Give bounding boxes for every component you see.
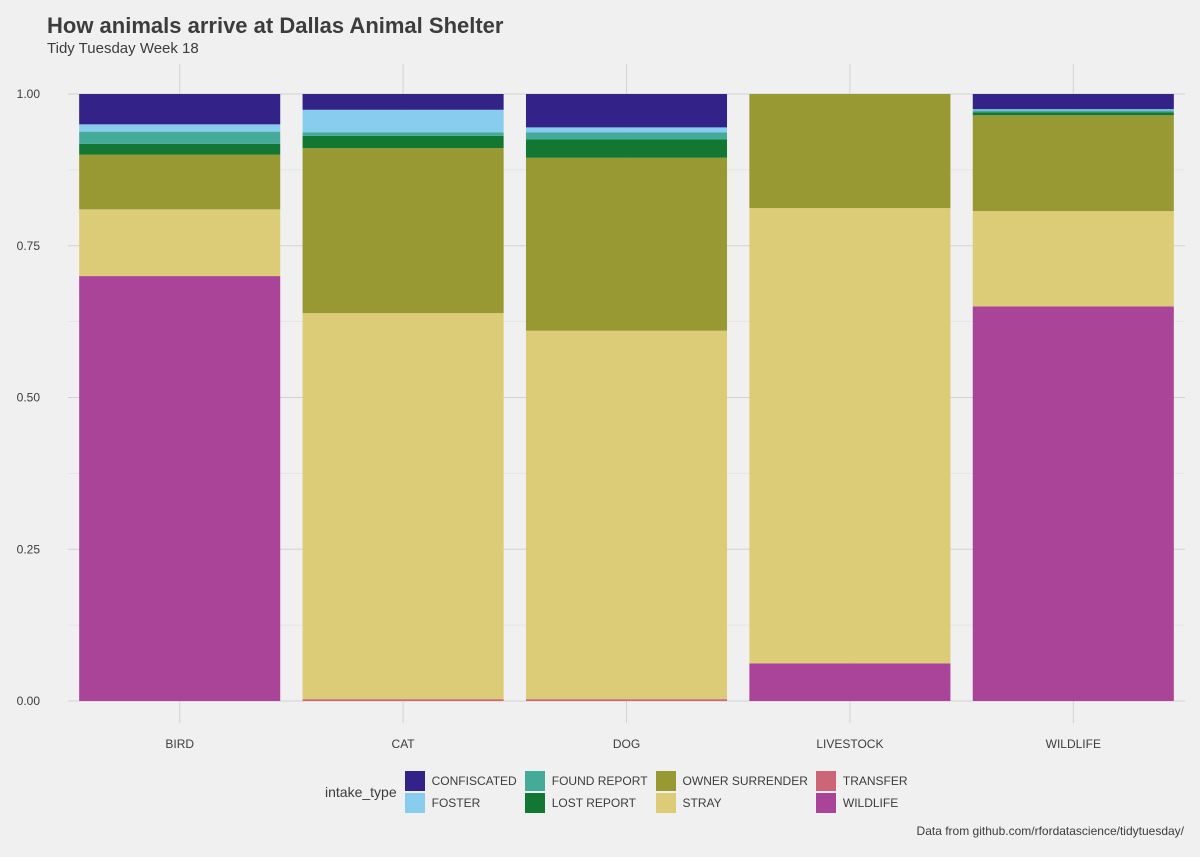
bar-segment-wildlife-wildlife — [972, 306, 1174, 701]
bar-segment-wildlife-lost-report — [972, 112, 1174, 116]
x-tick-label: LIVESTOCK — [816, 737, 883, 751]
bar-segment-cat-confiscated — [302, 94, 504, 110]
bar-segment-dog-confiscated — [525, 94, 728, 128]
chart-title: How animals arrive at Dallas Animal Shel… — [47, 13, 504, 38]
bar-segment-bird-confiscated — [79, 94, 281, 125]
bar-segment-bird-wildlife — [79, 276, 281, 701]
bar-segment-dog-foster — [525, 127, 728, 133]
data-source-caption: Data from github.com/rfordatascience/tid… — [916, 824, 1184, 838]
legend-item: FOSTER — [404, 793, 517, 813]
bar-segment-wildlife-confiscated — [972, 94, 1174, 110]
legend-label: OWNER SURRENDER — [682, 774, 808, 788]
bar-stacks — [79, 94, 1174, 701]
bar-segment-cat-stray — [302, 313, 504, 700]
bar-segment-bird-foster — [79, 124, 281, 132]
legend-swatch — [815, 793, 836, 813]
bar-segment-dog-owner-surrender — [525, 157, 728, 331]
bar-segment-wildlife-owner-surrender — [972, 115, 1174, 212]
bar-segment-bird-stray — [79, 209, 281, 277]
legend-label: FOSTER — [431, 796, 481, 810]
legend-label: LOST REPORT — [551, 796, 636, 810]
x-tick-label: CAT — [392, 737, 416, 751]
legend-swatch — [815, 771, 836, 791]
stacked-bar-chart: 0.00 0.25 0.50 0.75 1.00 BIRD CAT DOG LIVESTOCK W… — [17, 64, 1185, 751]
bar-segment-dog-stray — [525, 330, 728, 700]
x-tick-label: BIRD — [165, 737, 194, 751]
legend-entries: CONFISCATED FOSTER FOUND REPORT LOST REPORT… — [404, 771, 908, 813]
legend-item: STRAY — [655, 793, 808, 813]
legend-item: LOST REPORT — [524, 793, 648, 813]
bar-segment-dog-transfer — [525, 699, 728, 701]
x-tick-label: WILDLIFE — [1046, 737, 1101, 751]
x-tick-label: DOG — [613, 737, 640, 751]
bar-segment-wildlife-stray — [972, 211, 1174, 307]
legend-label: TRANSFER — [842, 774, 908, 788]
bar-segment-wildlife-foster — [972, 109, 1174, 111]
bar-segment-cat-transfer — [302, 699, 504, 701]
bar-segment-livestock-owner-surrender — [749, 94, 951, 209]
y-tick-label: 0.75 — [17, 239, 41, 253]
bar-segment-cat-owner-surrender — [302, 148, 504, 314]
legend-item: TRANSFER — [815, 771, 908, 791]
legend-label: STRAY — [682, 796, 722, 810]
legend-swatch — [524, 771, 545, 791]
legend-swatch — [655, 793, 676, 813]
legend-item: FOUND REPORT — [524, 771, 648, 791]
bar-segment-cat-found-report — [302, 132, 504, 136]
bar-segment-cat-foster — [302, 109, 504, 133]
bar-segment-bird-owner-surrender — [79, 154, 281, 210]
bar-segment-cat-lost-report — [302, 135, 504, 149]
bar-segment-livestock-wildlife — [749, 663, 951, 701]
chart-subtitle: Tidy Tuesday Week 18 — [47, 40, 199, 57]
bar-segment-wildlife-found-report — [972, 110, 1174, 113]
legend-label: WILDLIFE — [842, 796, 899, 810]
y-tick-label: 1.00 — [17, 87, 41, 101]
y-tick-label: 0.00 — [17, 694, 41, 708]
legend-item: WILDLIFE — [815, 793, 908, 813]
bar-segment-dog-lost-report — [525, 139, 728, 158]
legend-title: intake_type — [325, 784, 397, 800]
y-tick-label: 0.50 — [17, 391, 41, 405]
legend-label: CONFISCATED — [431, 774, 517, 788]
legend-label: FOUND REPORT — [551, 774, 648, 788]
legend: intake_type CONFISCATED FOSTER FOUND REPOR… — [325, 771, 908, 813]
legend-swatch — [524, 793, 545, 813]
bar-segment-livestock-stray — [749, 208, 951, 664]
bar-segment-dog-found-report — [525, 132, 728, 140]
legend-swatch — [404, 793, 425, 813]
legend-item: CONFISCATED — [404, 771, 517, 791]
legend-swatch — [655, 771, 676, 791]
axis-labels: 0.00 0.25 0.50 0.75 1.00 BIRD CAT DOG LIVESTOCK W… — [17, 87, 1101, 751]
y-tick-label: 0.25 — [17, 542, 41, 556]
legend-item: OWNER SURRENDER — [655, 771, 808, 791]
legend-swatch — [404, 771, 425, 791]
bar-segment-bird-lost-report — [79, 143, 281, 155]
bar-segment-bird-found-report — [79, 131, 281, 144]
